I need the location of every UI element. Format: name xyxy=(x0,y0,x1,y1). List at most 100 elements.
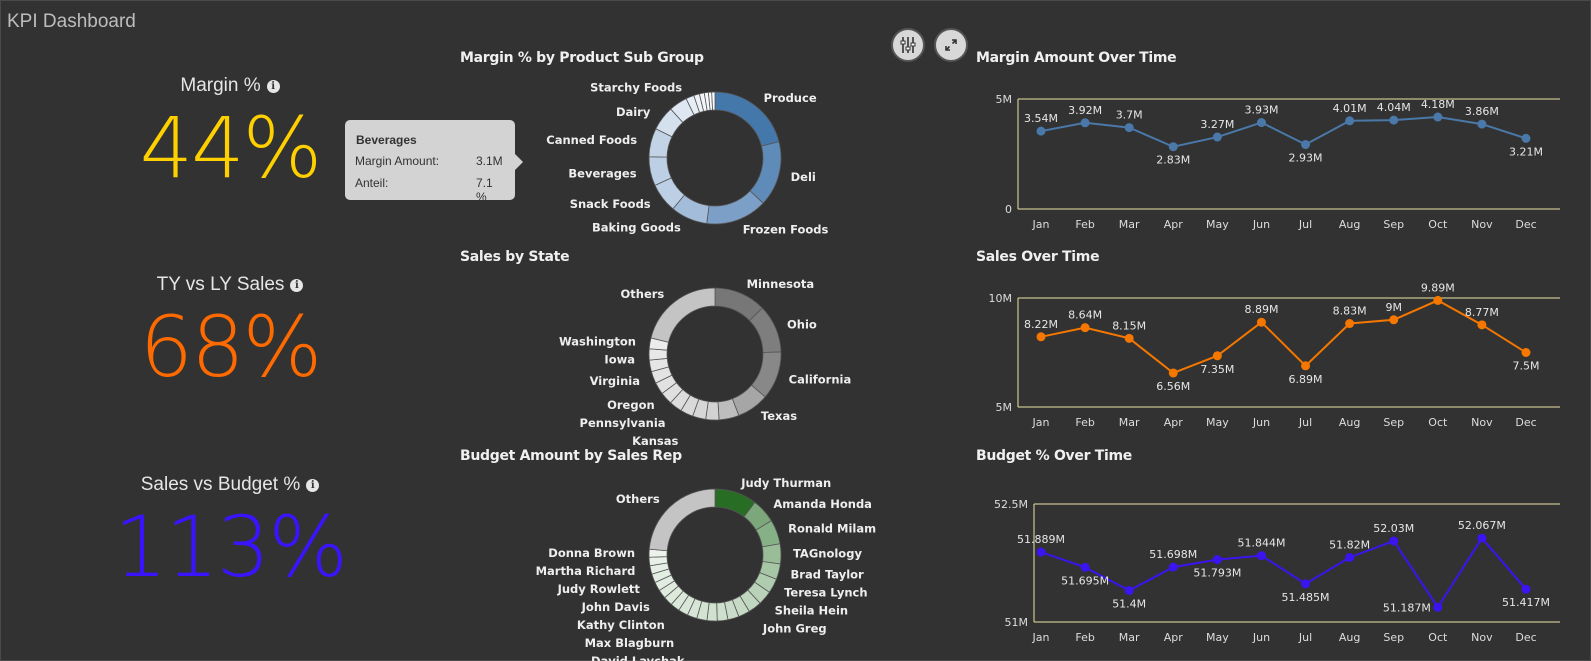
data-point[interactable] xyxy=(1345,319,1355,329)
data-point[interactable] xyxy=(1389,115,1399,125)
donut-slice[interactable] xyxy=(650,287,716,343)
data-point[interactable] xyxy=(1168,562,1178,572)
app-title: KPI Dashboard xyxy=(7,11,136,32)
data-point[interactable] xyxy=(1212,132,1222,142)
donut-label: Amanda Honda xyxy=(773,497,872,511)
info-icon[interactable]: i xyxy=(306,479,320,492)
x-tick-label: Jun xyxy=(1252,218,1270,231)
data-point[interactable] xyxy=(1212,555,1222,565)
data-point[interactable] xyxy=(1345,552,1355,562)
data-point[interactable] xyxy=(1124,586,1134,596)
data-point[interactable] xyxy=(1256,551,1266,561)
donut-label: Kathy Clinton xyxy=(577,618,665,632)
donut-label: Judy Rowlett xyxy=(557,582,641,596)
data-point[interactable] xyxy=(1036,126,1046,136)
info-icon[interactable]: i xyxy=(290,279,304,292)
donut-label: Max Blagburn xyxy=(585,636,675,650)
donut-chart[interactable]: Others Donna Brown Martha Richard Judy Rowl… xyxy=(536,476,877,661)
x-tick-label: Feb xyxy=(1075,416,1094,429)
data-label: 52.03M xyxy=(1373,522,1414,535)
data-point[interactable] xyxy=(1080,562,1090,572)
data-label: 51.187M xyxy=(1383,601,1431,614)
donut-label: Martha Richard xyxy=(536,564,636,578)
donut-label: Sheila Hein xyxy=(775,603,848,617)
line-chart[interactable]: 5M 10M Jan Feb Mar Apr May Jun Jul Aug Sep Oct Nov De… xyxy=(989,281,1561,429)
kpi-value: 68% xyxy=(139,298,323,396)
donut-label: Ronald Milam xyxy=(788,521,876,535)
data-point[interactable] xyxy=(1080,118,1090,128)
data-label: 3.92M xyxy=(1068,104,1102,117)
data-point[interactable] xyxy=(1477,533,1487,543)
data-label: 52.067M xyxy=(1458,519,1506,532)
data-point[interactable] xyxy=(1389,315,1399,325)
donut-chart[interactable]: Starchy Foods Dairy Canned Foods Beverages S… xyxy=(546,81,828,237)
expand-icon xyxy=(945,39,957,51)
data-point[interactable] xyxy=(1256,118,1266,128)
x-tick-label: Oct xyxy=(1428,218,1448,231)
data-label: 4.18M xyxy=(1421,98,1455,111)
donut-slice[interactable] xyxy=(706,190,764,225)
donut-label: Others xyxy=(620,287,664,301)
data-point[interactable] xyxy=(1212,351,1222,361)
donut-slice[interactable] xyxy=(648,348,668,361)
kpi-margin[interactable]: Margin % i 44% xyxy=(0,75,460,197)
data-label: 51.844M xyxy=(1237,537,1285,550)
data-point[interactable] xyxy=(1124,333,1134,343)
data-point[interactable] xyxy=(1256,317,1266,327)
donut-slice[interactable] xyxy=(761,543,782,565)
x-tick-label: Nov xyxy=(1471,631,1493,644)
data-label: 51.695M xyxy=(1061,574,1109,587)
data-point[interactable] xyxy=(1521,584,1531,594)
line-chart[interactable]: 51M 52.5M Jan Feb Mar Apr May Jun Jul Aug Sep Oct No… xyxy=(994,498,1560,644)
data-point[interactable] xyxy=(1477,119,1487,129)
data-point[interactable] xyxy=(1124,123,1134,133)
data-label: 8.89M xyxy=(1244,303,1278,316)
data-point[interactable] xyxy=(1477,320,1487,330)
data-point[interactable] xyxy=(1301,361,1311,371)
kpi-ty-vs-ly-sales[interactable]: TY vs LY Sales i 68% xyxy=(0,274,460,396)
data-point[interactable] xyxy=(1521,348,1531,357)
data-point[interactable] xyxy=(1036,547,1046,557)
data-label: 7.5M xyxy=(1513,360,1540,373)
data-point[interactable] xyxy=(1301,579,1311,589)
data-point[interactable] xyxy=(1389,536,1399,546)
data-label: 8.15M xyxy=(1112,319,1146,332)
expand-button[interactable] xyxy=(934,28,968,62)
x-tick-label: May xyxy=(1206,416,1229,429)
data-point[interactable] xyxy=(1301,140,1311,150)
tooltip-row: Margin Amount: 3.1M xyxy=(355,154,505,168)
chart-title-margin-over-time: Margin Amount Over Time xyxy=(976,50,1177,66)
data-point[interactable] xyxy=(1433,112,1443,122)
data-point[interactable] xyxy=(1345,116,1355,126)
data-label: 8.22M xyxy=(1024,318,1058,331)
chart-tooltip: Beverages Margin Amount: 3.1M Anteil: 7.1 … xyxy=(345,120,523,204)
data-point[interactable] xyxy=(1080,323,1090,333)
data-point[interactable] xyxy=(1433,602,1443,612)
kpi-sales-vs-budget[interactable]: Sales vs Budget % i 113% xyxy=(0,474,460,596)
donut-label: Pennsylvania xyxy=(580,416,666,430)
data-point[interactable] xyxy=(1521,133,1531,143)
donut-slice[interactable] xyxy=(711,91,716,111)
donut-label: Dairy xyxy=(616,105,651,119)
tooltip-value: 3.1M xyxy=(476,154,503,168)
tooltip-value: 7.1 % xyxy=(476,176,493,204)
series-line xyxy=(1040,299,1527,375)
data-label: 8.64M xyxy=(1068,309,1102,322)
line-chart[interactable]: 0 5M Jan Feb Mar Apr May Jun Jul Aug Sep Oct Nov Dec 3… xyxy=(996,93,1561,231)
donut-label: David Laychak xyxy=(591,654,685,661)
donut-slice[interactable] xyxy=(648,488,716,552)
data-point[interactable] xyxy=(1036,332,1046,342)
data-label: 3.93M xyxy=(1244,104,1278,117)
donut-chart[interactable]: Others Washington Iowa Virginia Oregon Pennsy… xyxy=(559,277,851,448)
y-tick-label: 52.5M xyxy=(994,498,1028,511)
data-point[interactable] xyxy=(1168,142,1178,152)
info-icon[interactable]: i xyxy=(266,80,280,93)
donut-label: Teresa Lynch xyxy=(784,585,867,599)
donut-slice[interactable] xyxy=(749,141,782,204)
data-point[interactable] xyxy=(1168,368,1178,378)
filter-button[interactable] xyxy=(891,28,925,62)
data-point[interactable] xyxy=(1433,295,1443,305)
data-label: 51.793M xyxy=(1193,567,1241,580)
x-tick-label: Feb xyxy=(1075,218,1094,231)
x-tick-label: Jan xyxy=(1032,416,1050,429)
